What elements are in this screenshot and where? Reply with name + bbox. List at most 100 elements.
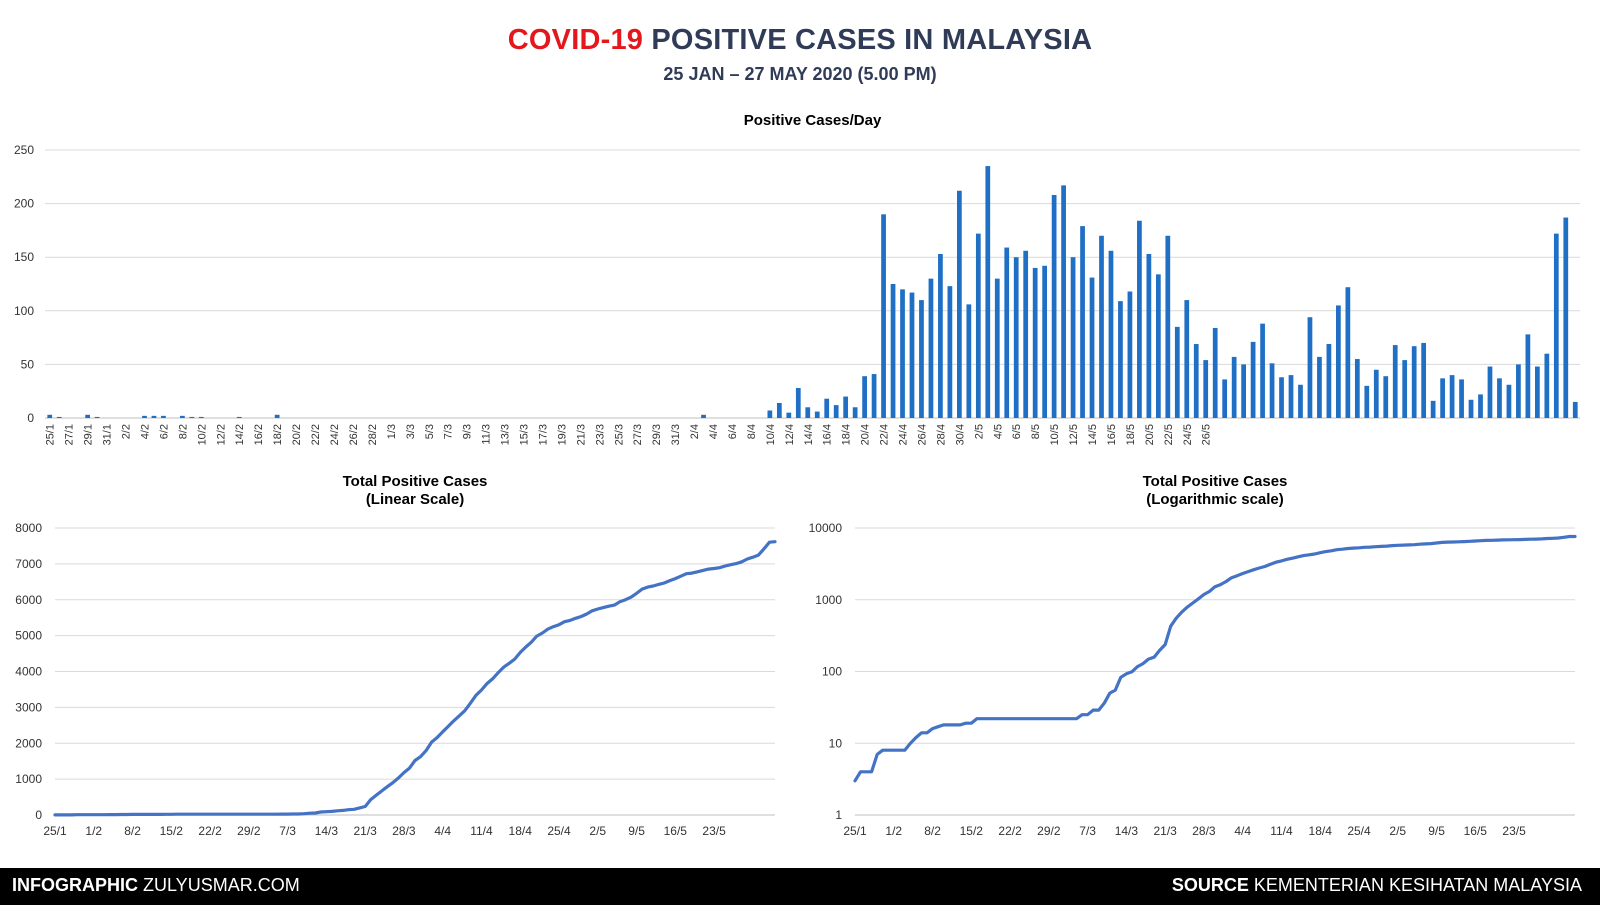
bar-x-tick-label: 23/3 <box>594 424 606 445</box>
line-x-tick-label: 23/5 <box>702 824 726 838</box>
bar <box>1118 301 1123 418</box>
line-y-tick-label: 1 <box>835 808 842 822</box>
bar <box>881 214 886 418</box>
line-x-tick-label: 7/3 <box>279 824 296 838</box>
bar-x-tick-label: 27/1 <box>64 424 76 445</box>
line-x-tick-label: 21/3 <box>1153 824 1177 838</box>
line-x-tick-label: 15/2 <box>960 824 984 838</box>
bar-x-tick-label: 22/2 <box>310 424 322 445</box>
bar <box>1553 233 1559 418</box>
bar <box>1506 384 1512 418</box>
bar-y-tick-label: 100 <box>14 304 34 318</box>
bar-x-tick-label: 22/5 <box>1163 424 1175 445</box>
bar-x-tick-label: 2/2 <box>121 424 133 439</box>
bar-x-tick-label: 28/2 <box>367 424 379 445</box>
line-y-tick-label: 5000 <box>15 629 42 643</box>
bar <box>1004 247 1010 418</box>
bar <box>767 410 773 418</box>
bar <box>1572 401 1578 418</box>
bar <box>852 407 858 418</box>
bar <box>85 414 91 418</box>
line-y-tick-label: 1000 <box>815 593 842 607</box>
title-rest: POSITIVE CASES IN MALAYSIA <box>651 24 1093 56</box>
bar-x-tick-label: 31/3 <box>670 424 682 445</box>
line-x-tick-label: 29/2 <box>1037 824 1061 838</box>
bar <box>1250 341 1256 418</box>
line-chart-title: Total Positive Cases <box>343 473 488 490</box>
bar-x-tick-label: 29/1 <box>83 424 95 445</box>
bar <box>1127 291 1133 418</box>
bar <box>1023 250 1029 418</box>
bar <box>1288 375 1294 418</box>
bar <box>795 387 801 418</box>
line-x-tick-label: 4/4 <box>1234 824 1251 838</box>
bar-x-tick-label: 8/2 <box>177 424 189 439</box>
bar-x-tick-label: 10/5 <box>1049 424 1061 445</box>
bar <box>966 304 972 418</box>
line-x-tick-label: 7/3 <box>1079 824 1096 838</box>
line-x-tick-label: 2/5 <box>589 824 606 838</box>
bar-x-tick-label: 10/2 <box>196 424 208 445</box>
bar-x-tick-label: 20/5 <box>1144 424 1156 445</box>
line-x-tick-label: 25/1 <box>843 824 867 838</box>
line-x-tick-label: 4/4 <box>434 824 451 838</box>
bar <box>236 416 242 418</box>
bar-x-tick-label: 6/4 <box>727 424 739 439</box>
bar-x-tick-label: 19/3 <box>556 424 568 445</box>
bar <box>985 166 991 418</box>
bar-x-tick-label: 2/5 <box>973 424 985 439</box>
line-x-tick-label: 25/4 <box>1347 824 1371 838</box>
total-cases-linear-chart: Total Positive Cases(Linear Scale) 0 1000 2… <box>15 473 777 838</box>
bar-x-tick-label: 26/5 <box>1201 424 1213 445</box>
bar-x-tick-label: 6/2 <box>158 424 170 439</box>
bar-x-tick-label: 24/5 <box>1182 424 1194 445</box>
bar <box>1563 217 1569 418</box>
bar <box>1307 317 1313 418</box>
bar <box>1430 400 1436 418</box>
line-y-tick-label: 1000 <box>15 772 42 786</box>
bar-x-tick-label: 25/1 <box>45 424 57 445</box>
bar-x-tick-label: 4/5 <box>992 424 1004 439</box>
bar <box>1193 344 1199 418</box>
bar <box>47 414 53 418</box>
daily-cases-bar-chart: Positive Cases/Day 0 50 100 150 200 250 25/1 27/… <box>14 112 1580 445</box>
bar <box>814 411 820 418</box>
bar-x-tick-label: 14/2 <box>234 424 246 445</box>
bar-y-tick-label: 150 <box>14 250 34 264</box>
line-chart-subtitle: (Linear Scale) <box>366 491 464 508</box>
bar <box>786 412 792 418</box>
bar <box>1222 379 1228 418</box>
bar-x-tick-label: 4/4 <box>708 424 720 439</box>
bar <box>1032 267 1038 418</box>
bar <box>1497 378 1502 418</box>
bar-x-tick-label: 16/5 <box>1106 424 1118 445</box>
bar-x-tick-label: 21/3 <box>575 424 587 445</box>
bar <box>994 278 1000 418</box>
bar-y-tick-label: 0 <box>27 411 34 425</box>
line-y-tick-label: 10 <box>829 736 843 750</box>
line-x-tick-label: 29/2 <box>237 824 261 838</box>
bar-x-tick-label: 16/2 <box>253 424 265 445</box>
bar <box>975 233 981 418</box>
bar <box>56 416 62 418</box>
bar <box>1099 235 1104 418</box>
bar-x-tick-label: 25/3 <box>613 424 625 445</box>
page-subtitle: 25 JAN – 27 MAY 2020 (5.00 PM) <box>663 64 937 84</box>
bar <box>1487 366 1493 418</box>
bar <box>1326 344 1332 418</box>
line-x-tick-label: 25/1 <box>43 824 67 838</box>
line-x-tick-label: 9/5 <box>628 824 645 838</box>
bar <box>1051 195 1057 418</box>
bar-x-tick-label: 9/3 <box>462 424 474 439</box>
bar <box>1298 384 1303 418</box>
line-y-tick-label: 2000 <box>15 736 42 750</box>
bar <box>1260 323 1265 418</box>
page-title: COVID-19 POSITIVE CASES IN MALAYSIA <box>0 24 1600 57</box>
line-y-tick-label: 8000 <box>15 521 42 535</box>
line-chart-subtitle: (Logarithmic scale) <box>1146 491 1284 508</box>
bar-x-tick-label: 18/5 <box>1125 424 1137 445</box>
line-x-tick-label: 2/5 <box>1389 824 1406 838</box>
line-x-tick-label: 9/5 <box>1428 824 1445 838</box>
bar <box>1279 377 1284 418</box>
bar-x-tick-label: 31/1 <box>102 424 114 445</box>
